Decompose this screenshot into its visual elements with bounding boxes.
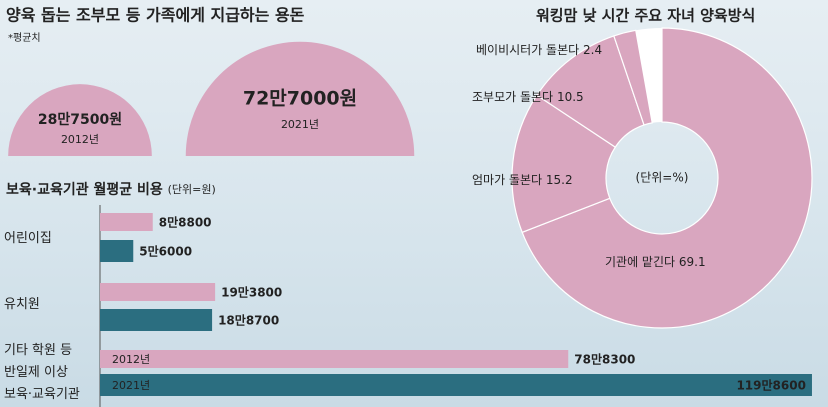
segment-value: 15.2 (546, 173, 573, 187)
segment-name: 베이비시터가 돌본다 (476, 43, 579, 57)
value-label: 78만8300 (574, 352, 635, 367)
legend-label: 2012년 (112, 353, 150, 366)
value-label: 119만8600 (736, 378, 806, 393)
title: 양육 돕는 조부모 등 가족에게 지급하는 용돈 (6, 6, 305, 25)
segment-label: 기관에 맡긴다 69.1 (605, 255, 706, 269)
bar (100, 283, 216, 301)
unit: (단위=원) (168, 183, 216, 196)
title: 워킹맘 낮 시간 주요 자녀 양육방식 (536, 7, 755, 25)
value-label: 18만8700 (218, 313, 279, 328)
value-label: 8만8800 (159, 215, 212, 230)
bar (100, 309, 213, 331)
category-label: 기타 학원 등 반일제 이상 보육·교육기관 (4, 343, 80, 402)
segment-label: 베이비시터가 돌본다 2.4 (476, 43, 602, 57)
donut-segment (521, 27, 813, 329)
category-label: 어린이집 (4, 231, 52, 246)
semicircle (8, 84, 152, 156)
category-label: 2021년 (281, 118, 319, 131)
segment-name: 엄마가 돌본다 (472, 173, 542, 187)
segment-label: 엄마가 돌본다 15.2 (472, 173, 573, 187)
segment-name: 기관에 맡긴다 (605, 255, 675, 269)
segment-value: 10.5 (557, 90, 584, 104)
value-label: 28만7500원 (38, 112, 122, 128)
value-label: 5만6000 (139, 244, 192, 259)
title: 보육·교육기관 월평균 비용 (6, 181, 163, 198)
segment-label: 조부모가 돌본다 10.5 (472, 90, 584, 104)
category-label: 유치원 (4, 297, 40, 312)
segment-value: 69.1 (679, 255, 706, 269)
title: 보육·교육기관 월평균 비용 (단위=원) (6, 181, 216, 198)
bar (100, 374, 812, 396)
bar (100, 213, 153, 231)
unit: (단위=%) (636, 171, 689, 185)
semicircle (185, 41, 415, 156)
segment-value: 2.4 (583, 43, 602, 57)
note: *평균치 (8, 32, 41, 44)
donut-segment (511, 94, 617, 234)
value-label: 19만3800 (221, 285, 282, 300)
segment-name: 조부모가 돌본다 (472, 90, 553, 104)
category-label: 2012년 (61, 133, 99, 146)
donut-segment (613, 29, 653, 126)
bar (100, 240, 134, 262)
value-label: 72만7000원 (243, 87, 357, 109)
bar (100, 350, 569, 368)
legend-label: 2021년 (112, 379, 150, 392)
